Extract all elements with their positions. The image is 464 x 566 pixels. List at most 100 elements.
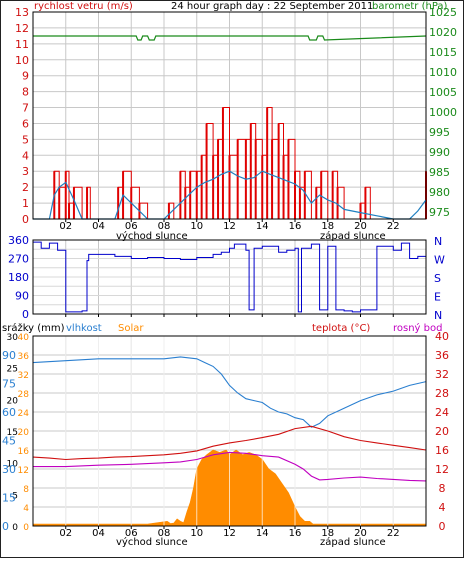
pressure-ylabel-1025: 1025	[429, 6, 457, 19]
rain-ylabel-25: 25	[7, 365, 18, 375]
solar-ylabel-40: 40	[18, 333, 30, 343]
wind-xlabel-20: 20	[354, 221, 367, 232]
solar-ylabel-12: 12	[18, 466, 29, 476]
humidity-ylabel-45: 45	[2, 435, 16, 448]
pressure-ylabel-1010: 1010	[429, 66, 457, 79]
pressure-ylabel-990: 990	[429, 146, 450, 159]
rain-ylabel-30: 30	[7, 333, 19, 343]
wind-xlabel-8: 08	[158, 221, 171, 232]
sunrise-label-bottom: východ slunce	[116, 536, 188, 548]
pressure-axis-title: barometr (hPa)	[372, 1, 448, 12]
direction-line	[33, 241, 427, 313]
dir-compass-W-1: W	[434, 254, 445, 267]
temp-ylabel-24: 24	[435, 406, 449, 419]
wind-xlabel-12: 12	[223, 221, 236, 232]
wind-xlabel-2: 02	[59, 221, 72, 232]
dewpoint-axis-title: rosný bod	[393, 322, 442, 334]
wind-ylabel-7: 7	[22, 102, 29, 115]
rain-ylabel-5: 5	[12, 491, 18, 501]
dir-ylabel-0: 0	[22, 308, 29, 321]
humidity-axis-title: vlhkost	[66, 323, 102, 334]
wind-xlabel-16: 16	[289, 221, 302, 232]
humidity-ylabel-0: 0	[2, 520, 9, 533]
temp-xlabel-22: 22	[387, 528, 400, 539]
rain-ylabel-20: 20	[7, 396, 19, 406]
dir-compass-N-4: N	[434, 309, 442, 322]
solar-ylabel-8: 8	[23, 485, 29, 495]
rain-axis-title: srážky (mm)	[2, 322, 65, 334]
dir-compass-N-0: N	[434, 235, 442, 248]
pressure-ylabel-1020: 1020	[429, 26, 457, 39]
rain-ylabel-10: 10	[7, 460, 19, 470]
rain-ylabel-0: 0	[12, 523, 18, 533]
wind-xlabel-18: 18	[321, 221, 334, 232]
temp-xlabel-20: 20	[354, 528, 367, 539]
pressure-ylabel-985: 985	[429, 166, 450, 179]
wind-ylabel-11: 11	[15, 38, 29, 51]
humidity-ylabel-75: 75	[2, 378, 16, 391]
temp-ylabel-20: 20	[435, 425, 449, 438]
wind-ylabel-8: 8	[22, 86, 29, 99]
rain-ylabel-15: 15	[7, 428, 18, 438]
dir-compass-E-3: E	[434, 291, 441, 304]
temp-xlabel-14: 14	[256, 528, 269, 539]
wind-ylabel-1: 1	[22, 197, 29, 210]
dewpoint-line	[33, 451, 427, 482]
humidity-ylabel-90: 90	[2, 349, 16, 362]
temp-ylabel-28: 28	[435, 387, 449, 400]
temp-ylabel-40: 40	[435, 330, 449, 343]
humidity-line	[32, 356, 427, 428]
wind-ylabel-9: 9	[22, 70, 29, 83]
pressure-ylabel-1005: 1005	[429, 86, 457, 99]
solar-ylabel-20: 20	[18, 428, 30, 438]
humidity-ylabel-60: 60	[2, 406, 16, 419]
wind-xlabel-6: 06	[125, 221, 138, 232]
temp-xlabel-16: 16	[289, 528, 302, 539]
temp-xlabel-8: 08	[158, 528, 171, 539]
sunset-label-top: západ slunce	[320, 230, 386, 242]
solar-ylabel-36: 36	[18, 352, 30, 362]
solar-ylabel-0: 0	[23, 523, 29, 533]
humidity-ylabel-15: 15	[2, 492, 16, 505]
temp-ylabel-36: 36	[435, 349, 449, 362]
temp-xlabel-18: 18	[321, 528, 334, 539]
wind-xlabel-10: 10	[190, 221, 203, 232]
temp-ylabel-12: 12	[435, 463, 449, 476]
pressure-line	[33, 35, 427, 41]
dir-compass-S-2: S	[434, 272, 441, 285]
temp-xlabel-2: 02	[59, 528, 72, 539]
wind-ylabel-0: 0	[22, 213, 29, 226]
sunrise-label-top: východ slunce	[116, 230, 188, 242]
wind-ylabel-2: 2	[22, 181, 29, 194]
pressure-ylabel-995: 995	[429, 126, 450, 139]
pressure-ylabel-1000: 1000	[429, 106, 457, 119]
temp-ylabel-8: 8	[439, 482, 446, 495]
dir-ylabel-270: 270	[8, 253, 29, 266]
wind-ylabel-12: 12	[15, 22, 29, 35]
wind-ylabel-4: 4	[22, 149, 29, 162]
wind-ylabel-13: 13	[15, 6, 29, 19]
temp-ylabel-4: 4	[439, 501, 446, 514]
pressure-ylabel-1015: 1015	[429, 46, 457, 59]
wind-axis-title: rychlost vetru (m/s)	[34, 1, 133, 12]
solar-axis-title: Solar	[118, 323, 144, 334]
wind-xlabel-4: 04	[92, 221, 105, 232]
humidity-ylabel-30: 30	[2, 463, 16, 476]
solar-ylabel-16: 16	[18, 447, 30, 457]
sunset-label-bottom: západ slunce	[320, 536, 386, 548]
wind-ylabel-3: 3	[22, 165, 29, 178]
pressure-ylabel-975: 975	[429, 206, 450, 219]
dir-ylabel-180: 180	[8, 271, 29, 284]
wind-ylabel-10: 10	[15, 54, 29, 67]
pressure-ylabel-980: 980	[429, 186, 450, 199]
wind-xlabel-22: 22	[387, 221, 400, 232]
wind-ylabel-5: 5	[22, 133, 29, 146]
temp-ylabel-16: 16	[435, 444, 449, 457]
wind-ylabel-6: 6	[22, 117, 29, 130]
temp-xlabel-4: 04	[92, 528, 105, 539]
temp-xlabel-6: 06	[125, 528, 138, 539]
solar-ylabel-32: 32	[18, 371, 29, 381]
dir-ylabel-90: 90	[15, 290, 29, 303]
wind-xlabel-14: 14	[256, 221, 269, 232]
